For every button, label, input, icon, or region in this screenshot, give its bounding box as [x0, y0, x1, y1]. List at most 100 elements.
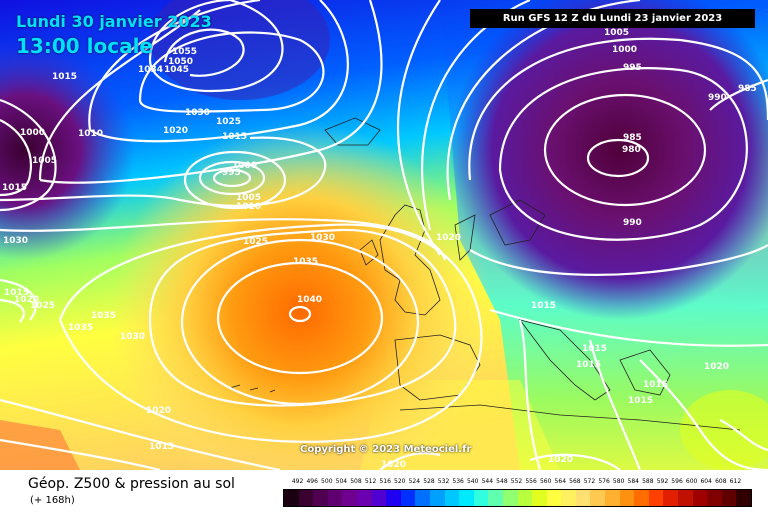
color-legend	[283, 489, 752, 507]
isobar-label: 1035	[293, 257, 318, 267]
legend-swatch	[590, 490, 606, 506]
legend-label: 492	[291, 478, 304, 485]
legend-swatch	[532, 490, 547, 506]
legend-swatch	[488, 490, 503, 506]
legend-swatch	[313, 490, 328, 506]
legend-swatch	[298, 490, 314, 506]
legend-swatch	[721, 490, 737, 506]
legend-label: 500	[321, 478, 333, 485]
legend-label: 568	[569, 478, 581, 485]
legend-label: 520	[394, 478, 406, 485]
legend-swatch	[356, 490, 372, 506]
legend-label: 596	[671, 478, 683, 485]
isobar-label: 980	[622, 145, 641, 155]
isobar-label: 1015	[582, 344, 607, 354]
isobar-label: 1030	[185, 108, 210, 118]
legend-swatch	[678, 490, 693, 506]
isobar-label: 1045	[164, 65, 189, 75]
legend-swatch	[284, 490, 299, 506]
forecast-date: Lundi 30 janvier 2023	[16, 12, 212, 31]
legend-label: 552	[510, 478, 523, 485]
legend-label: 584	[627, 478, 639, 485]
isobar-label: 1035	[91, 311, 116, 321]
isobar-label: 1030	[120, 332, 145, 342]
legend-swatch	[546, 490, 562, 506]
isobar-label: 1005	[236, 193, 261, 203]
legend-label: 536	[452, 478, 464, 485]
legend-label: 516	[379, 478, 391, 485]
isobar-label: 1015	[531, 301, 556, 311]
legend-label: 592	[656, 478, 669, 485]
isobar-label: 985	[738, 84, 757, 94]
legend-label: 588	[642, 478, 654, 485]
isobar-label: 1055	[172, 47, 197, 57]
isobar-label: 1025	[30, 301, 55, 311]
isobars	[0, 0, 768, 470]
legend-label: 508	[350, 478, 362, 485]
legend-swatch	[386, 490, 401, 506]
isobar-label: 1000	[232, 161, 257, 171]
legend-swatch	[415, 490, 430, 506]
isobar-label: 1015	[149, 442, 174, 452]
legend-swatch	[444, 490, 460, 506]
legend-label: 560	[539, 478, 552, 485]
isobar-label: 1025	[243, 237, 268, 247]
isobar-label: 1030	[310, 233, 335, 243]
isobar-label: 1000	[612, 45, 637, 55]
legend-swatch	[663, 490, 679, 506]
legend-swatch	[327, 490, 343, 506]
isobar-label: 990	[708, 93, 727, 103]
legend-swatch	[371, 490, 387, 506]
legend-label: 604	[700, 478, 712, 485]
pressure-map: 1055 1050 1045 1034 1015 1030 1025 1020 …	[0, 0, 768, 470]
isobar-label: 1020	[14, 295, 39, 305]
isobar-label: 995	[623, 63, 642, 73]
legend-swatch	[692, 490, 708, 506]
legend-label: 564	[554, 478, 567, 485]
isobar-label: 1034	[138, 65, 163, 75]
legend-swatch	[561, 490, 576, 506]
legend-label: 600	[685, 478, 698, 485]
legend-swatch	[648, 490, 664, 506]
isobar-label: 1020	[146, 406, 171, 416]
isobar-label: 1010	[78, 129, 103, 139]
isobar-label: 1005	[604, 28, 629, 38]
isobar-label: 1015	[2, 183, 27, 193]
isobar-label: 1015	[4, 288, 29, 298]
legend-label: 496	[306, 478, 318, 485]
isobar-label: 1015	[628, 396, 653, 406]
isobar-label: 1015	[52, 72, 77, 82]
isobar-label: 1025	[216, 117, 241, 127]
legend-label: 540	[466, 478, 479, 485]
legend-swatch	[429, 490, 445, 506]
legend-label: 576	[598, 478, 610, 485]
isobar-label: 990	[623, 218, 642, 228]
isobar-label: 1040	[297, 295, 322, 305]
forecast-time: 13:00 locale	[16, 34, 153, 58]
legend-swatch	[619, 490, 635, 506]
legend-label: 512	[364, 478, 377, 485]
legend-labels: 492 496 500 504 508 512 516 520 524 528 532 536 540 5…	[281, 478, 751, 488]
legend-swatch	[459, 490, 474, 506]
legend-swatch	[517, 490, 533, 506]
isobar-label: 985	[623, 133, 642, 143]
chart-subtitle: (+ 168h)	[30, 495, 75, 506]
legend-label: 580	[612, 478, 625, 485]
isobar-label: 1015	[222, 132, 247, 142]
isobar-label: 1020	[548, 455, 573, 465]
legend-label: 556	[525, 478, 537, 485]
chart-title: Géop. Z500 & pression au sol	[28, 476, 235, 492]
legend-label: 608	[715, 478, 727, 485]
legend-label: 504	[335, 478, 348, 485]
legend-label: 524	[408, 478, 421, 485]
legend-swatch	[634, 490, 649, 506]
legend-swatch	[736, 490, 751, 506]
legend-label: 572	[583, 478, 596, 485]
legend-swatch	[400, 490, 416, 506]
isobar-label: 1010	[236, 202, 261, 212]
copyright-notice: Copyright © 2023 Meteociel.fr	[300, 444, 472, 455]
isobar-label: 1035	[68, 323, 93, 333]
legend-label: 548	[496, 478, 508, 485]
legend-swatch	[575, 490, 591, 506]
